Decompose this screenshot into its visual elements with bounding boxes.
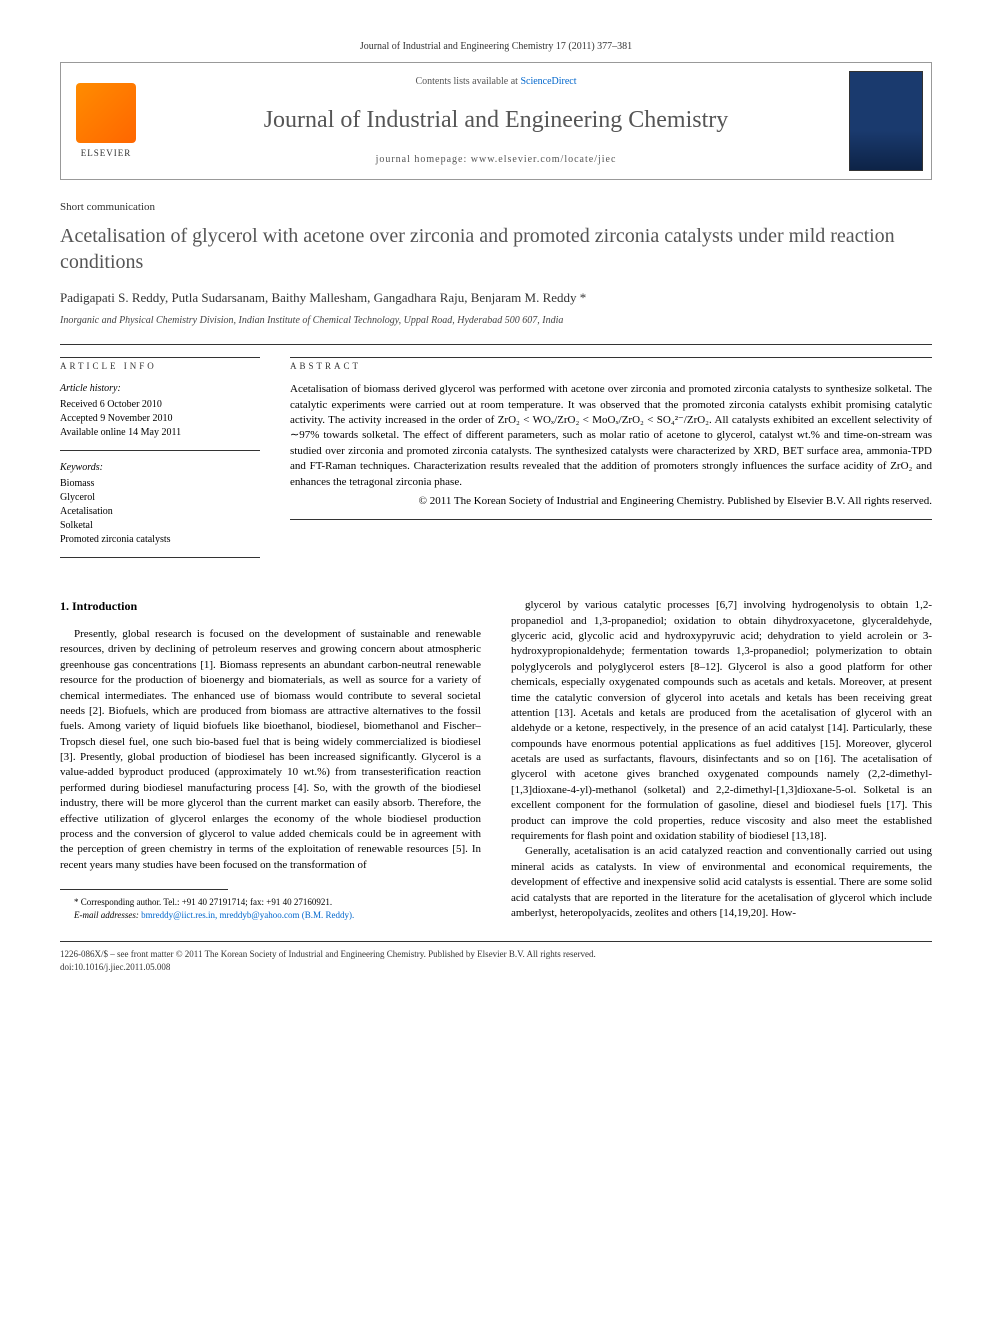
email-footnote: E-mail addresses: bmreddy@iict.res.in, m… <box>60 909 481 922</box>
affiliation: Inorganic and Physical Chemistry Divisio… <box>60 314 932 328</box>
keywords-block: Keywords: Biomass Glycerol Acetalisation… <box>60 461 260 558</box>
sciencedirect-link[interactable]: ScienceDirect <box>520 76 576 87</box>
body-paragraph: glycerol by various catalytic processes … <box>511 598 932 844</box>
body-paragraph: Presently, global research is focused on… <box>60 627 481 873</box>
keyword: Promoted zirconia catalysts <box>60 533 260 547</box>
corresponding-author-footnote: * Corresponding author. Tel.: +91 40 271… <box>60 896 481 909</box>
journal-cover-block <box>841 63 931 179</box>
body-column-left: 1. Introduction Presently, global resear… <box>60 598 481 921</box>
received-date: Received 6 October 2010 <box>60 398 260 412</box>
footer-doi: doi:10.1016/j.jiec.2011.05.008 <box>60 961 932 974</box>
history-label: Article history: <box>60 382 260 396</box>
footnote-separator <box>60 889 228 896</box>
journal-homepage: journal homepage: www.elsevier.com/locat… <box>163 153 829 167</box>
article-info-heading: ARTICLE INFO <box>60 360 260 373</box>
online-date: Available online 14 May 2011 <box>60 426 260 440</box>
keyword: Acetalisation <box>60 505 260 519</box>
accepted-date: Accepted 9 November 2010 <box>60 412 260 426</box>
contents-prefix: Contents lists available at <box>415 76 520 87</box>
masthead-center: Contents lists available at ScienceDirec… <box>151 63 841 179</box>
keyword: Glycerol <box>60 491 260 505</box>
email-label: E-mail addresses: <box>74 910 139 920</box>
abstract-text: Acetalisation of biomass derived glycero… <box>290 382 932 520</box>
running-header: Journal of Industrial and Engineering Ch… <box>60 40 932 54</box>
elsevier-logo-block: ELSEVIER <box>61 63 151 179</box>
article-title: Acetalisation of glycerol with acetone o… <box>60 223 932 275</box>
article-info-column: ARTICLE INFO Article history: Received 6… <box>60 357 260 569</box>
info-abstract-row: ARTICLE INFO Article history: Received 6… <box>60 344 932 569</box>
email-addresses[interactable]: bmreddy@iict.res.in, mreddyb@yahoo.com (… <box>141 910 354 920</box>
elsevier-label: ELSEVIER <box>81 147 132 160</box>
footer-copyright: 1226-086X/$ – see front matter © 2011 Th… <box>60 948 932 961</box>
section-heading-introduction: 1. Introduction <box>60 598 481 615</box>
abstract-body: Acetalisation of biomass derived glycero… <box>290 383 932 487</box>
keywords-label: Keywords: <box>60 461 260 475</box>
body-columns: 1. Introduction Presently, global resear… <box>60 598 932 921</box>
article-history-block: Article history: Received 6 October 2010… <box>60 382 260 451</box>
keyword: Biomass <box>60 477 260 491</box>
abstract-copyright: © 2011 The Korean Society of Industrial … <box>290 494 932 509</box>
article-type: Short communication <box>60 200 932 215</box>
abstract-column: ABSTRACT Acetalisation of biomass derive… <box>290 357 932 569</box>
page-footer: 1226-086X/$ – see front matter © 2011 Th… <box>60 941 932 973</box>
author-list: Padigapati S. Reddy, Putla Sudarsanam, B… <box>60 289 932 307</box>
journal-name: Journal of Industrial and Engineering Ch… <box>163 104 829 138</box>
body-column-right: glycerol by various catalytic processes … <box>511 598 932 921</box>
elsevier-tree-icon <box>76 83 136 143</box>
masthead: ELSEVIER Contents lists available at Sci… <box>60 62 932 180</box>
contents-available-line: Contents lists available at ScienceDirec… <box>163 75 829 89</box>
abstract-heading: ABSTRACT <box>290 360 932 373</box>
keyword: Solketal <box>60 519 260 533</box>
body-paragraph: Generally, acetalisation is an acid cata… <box>511 844 932 921</box>
journal-cover-image <box>849 71 923 171</box>
